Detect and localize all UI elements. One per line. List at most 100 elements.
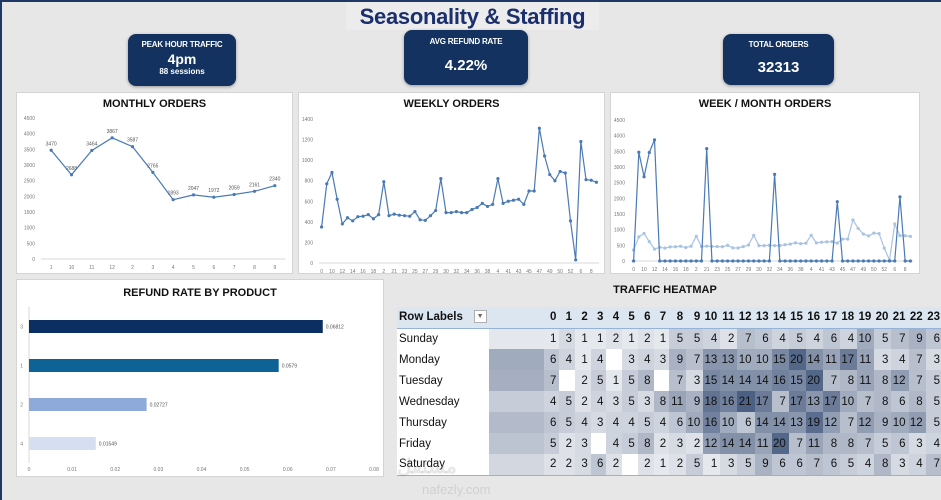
heatmap-cell: 7 <box>822 370 841 391</box>
x-tick-label: 23 <box>714 267 720 273</box>
data-point <box>647 150 651 155</box>
y-tick-label: 0 <box>310 261 313 267</box>
series-line <box>50 137 275 201</box>
data-label: 0.0579 <box>282 364 298 370</box>
data-point <box>506 199 510 203</box>
heatmap-cell: 5 <box>559 391 576 412</box>
heatmap-cell: 11 <box>822 349 841 370</box>
hour-header: 10 <box>703 307 721 329</box>
heatmap-cell: 3 <box>925 349 941 370</box>
bar-product-4 <box>29 437 96 450</box>
y-tick-label: 400 <box>305 220 314 226</box>
heatmap-cell: 5 <box>840 454 858 476</box>
data-point <box>232 192 236 197</box>
data-point <box>408 214 412 218</box>
data-point <box>741 244 745 249</box>
bar-product-1 <box>29 359 279 372</box>
x-tick-label: 49 <box>861 267 867 273</box>
data-point <box>382 180 386 184</box>
x-tick-label: 11 <box>89 265 94 271</box>
data-point <box>532 189 536 193</box>
data-point <box>752 233 756 237</box>
heatmap-cell <box>622 454 638 476</box>
y-tick-label: 1500 <box>614 212 625 218</box>
data-point <box>856 259 860 263</box>
data-point <box>757 244 761 248</box>
heatmap-cell: 2 <box>543 454 560 476</box>
filter-dropdown-icon[interactable]: ▼ <box>473 310 487 323</box>
heatmap-cell: 7 <box>543 370 560 391</box>
heatmap-cell: 14 <box>737 370 755 391</box>
heatmap-cell: 6 <box>891 391 909 412</box>
heatmap-cell: 11 <box>805 433 823 454</box>
x-tick-label: 23 <box>402 269 408 275</box>
heatmap-cell: 5 <box>622 370 638 391</box>
heatmap-cell: 14 <box>720 433 738 454</box>
heatmap-cell: 3 <box>575 454 591 476</box>
heatmap-cell: 2 <box>606 454 623 476</box>
data-point <box>773 172 777 176</box>
y-tick-label: 500 <box>617 243 626 249</box>
data-label: 2161 <box>249 182 260 188</box>
data-point <box>882 246 886 250</box>
data-point <box>762 259 766 263</box>
x-tick-label: 4 <box>496 269 499 275</box>
x-tick-label: 14 <box>350 269 356 275</box>
heatmap-cell: 4 <box>703 328 721 349</box>
heatmap-cell: 4 <box>590 391 607 412</box>
heatmap-cell: 3 <box>669 433 687 454</box>
heatmap-cell: 8 <box>637 433 654 454</box>
heatmap-cell: 4 <box>805 328 823 349</box>
heatmap-row: Tuesday 7 2 5 1 5 8 7 3 15 14 14 14 16 15 20 7 8 11 8 12 7 5 <box>397 370 941 391</box>
data-point <box>470 207 474 212</box>
heatmap-cell: 16 <box>703 412 721 433</box>
heatmap-cell: 16 <box>720 391 738 412</box>
data-point <box>558 169 562 174</box>
data-label: 1893 <box>168 191 179 197</box>
data-point <box>846 259 850 263</box>
heatmap-row: Friday 5 2 3 4 5 8 2 3 2 12 14 14 11 20 7 11 8 8 7 5 6 3 4 <box>397 433 941 454</box>
data-point <box>820 240 824 244</box>
heatmap-cell: 7 <box>805 454 823 476</box>
heatmap-cell: 3 <box>622 349 638 370</box>
heatmap-cell: 5 <box>559 412 576 433</box>
heatmap-cell: 1 <box>606 370 623 391</box>
data-point <box>877 259 881 263</box>
data-point <box>428 214 433 218</box>
hour-header: 0 <box>543 307 560 329</box>
heatmap-table: Row Labels ▼ 0 1 2 3 4 5 6 7 8 9 10 11 12 13 14 15 16 17 1… <box>397 307 941 476</box>
hour-header: 17 <box>822 307 841 329</box>
heatmap-cell: 6 <box>891 433 909 454</box>
x-tick-label: 36 <box>474 269 480 275</box>
data-point <box>762 244 766 248</box>
data-point <box>898 195 902 199</box>
heatmap-cell: 4 <box>575 412 591 433</box>
hour-header: 9 <box>686 307 704 329</box>
x-tick-label: 32 <box>767 267 773 273</box>
heatmap-cell: 2 <box>720 328 738 349</box>
y-tick-label: 2000 <box>614 196 625 202</box>
heatmap-cell: 9 <box>669 349 687 370</box>
day-label: Friday <box>397 433 489 454</box>
data-point <box>783 243 787 247</box>
heatmap-cell: 4 <box>908 454 926 476</box>
data-point <box>814 259 818 263</box>
data-label: 0.06812 <box>326 325 344 331</box>
data-point <box>563 171 567 175</box>
heatmap-cell: 5 <box>925 412 941 433</box>
data-point <box>694 234 698 238</box>
data-point <box>908 259 912 263</box>
heatmap-cell: 14 <box>754 412 772 433</box>
heatmap-cell: 20 <box>788 349 806 370</box>
x-tick-label: 8 <box>253 265 256 271</box>
hour-header: 7 <box>653 307 670 329</box>
x-tick-label: 25 <box>412 269 418 275</box>
heatmap-cell: 14 <box>805 349 823 370</box>
heatmap-cell: 5 <box>622 433 638 454</box>
heatmap-cell: 7 <box>788 433 806 454</box>
row-shade <box>488 349 544 370</box>
y-tick-label: 3500 <box>24 147 35 153</box>
heatmap-cell <box>606 349 623 370</box>
row-shade <box>488 391 544 412</box>
header-gap <box>488 307 544 329</box>
